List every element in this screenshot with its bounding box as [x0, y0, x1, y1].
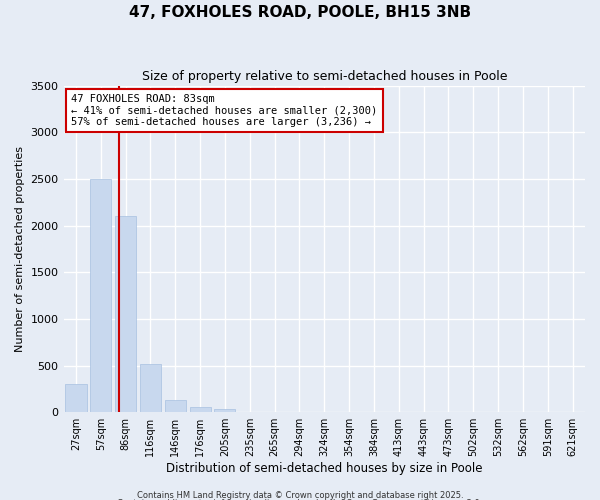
- Text: 47 FOXHOLES ROAD: 83sqm
← 41% of semi-detached houses are smaller (2,300)
57% of: 47 FOXHOLES ROAD: 83sqm ← 41% of semi-de…: [71, 94, 377, 127]
- Bar: [115, 216, 136, 412]
- Title: Size of property relative to semi-detached houses in Poole: Size of property relative to semi-detach…: [142, 70, 507, 83]
- X-axis label: Distribution of semi-detached houses by size in Poole: Distribution of semi-detached houses by …: [166, 462, 482, 475]
- Bar: [65, 384, 86, 412]
- Bar: [214, 410, 235, 412]
- Text: Contains HM Land Registry data © Crown copyright and database right 2025.: Contains HM Land Registry data © Crown c…: [137, 490, 463, 500]
- Text: 47, FOXHOLES ROAD, POOLE, BH15 3NB: 47, FOXHOLES ROAD, POOLE, BH15 3NB: [129, 5, 471, 20]
- Bar: [190, 406, 211, 412]
- Bar: [90, 179, 112, 412]
- Bar: [165, 400, 186, 412]
- Bar: [140, 364, 161, 412]
- Y-axis label: Number of semi-detached properties: Number of semi-detached properties: [15, 146, 25, 352]
